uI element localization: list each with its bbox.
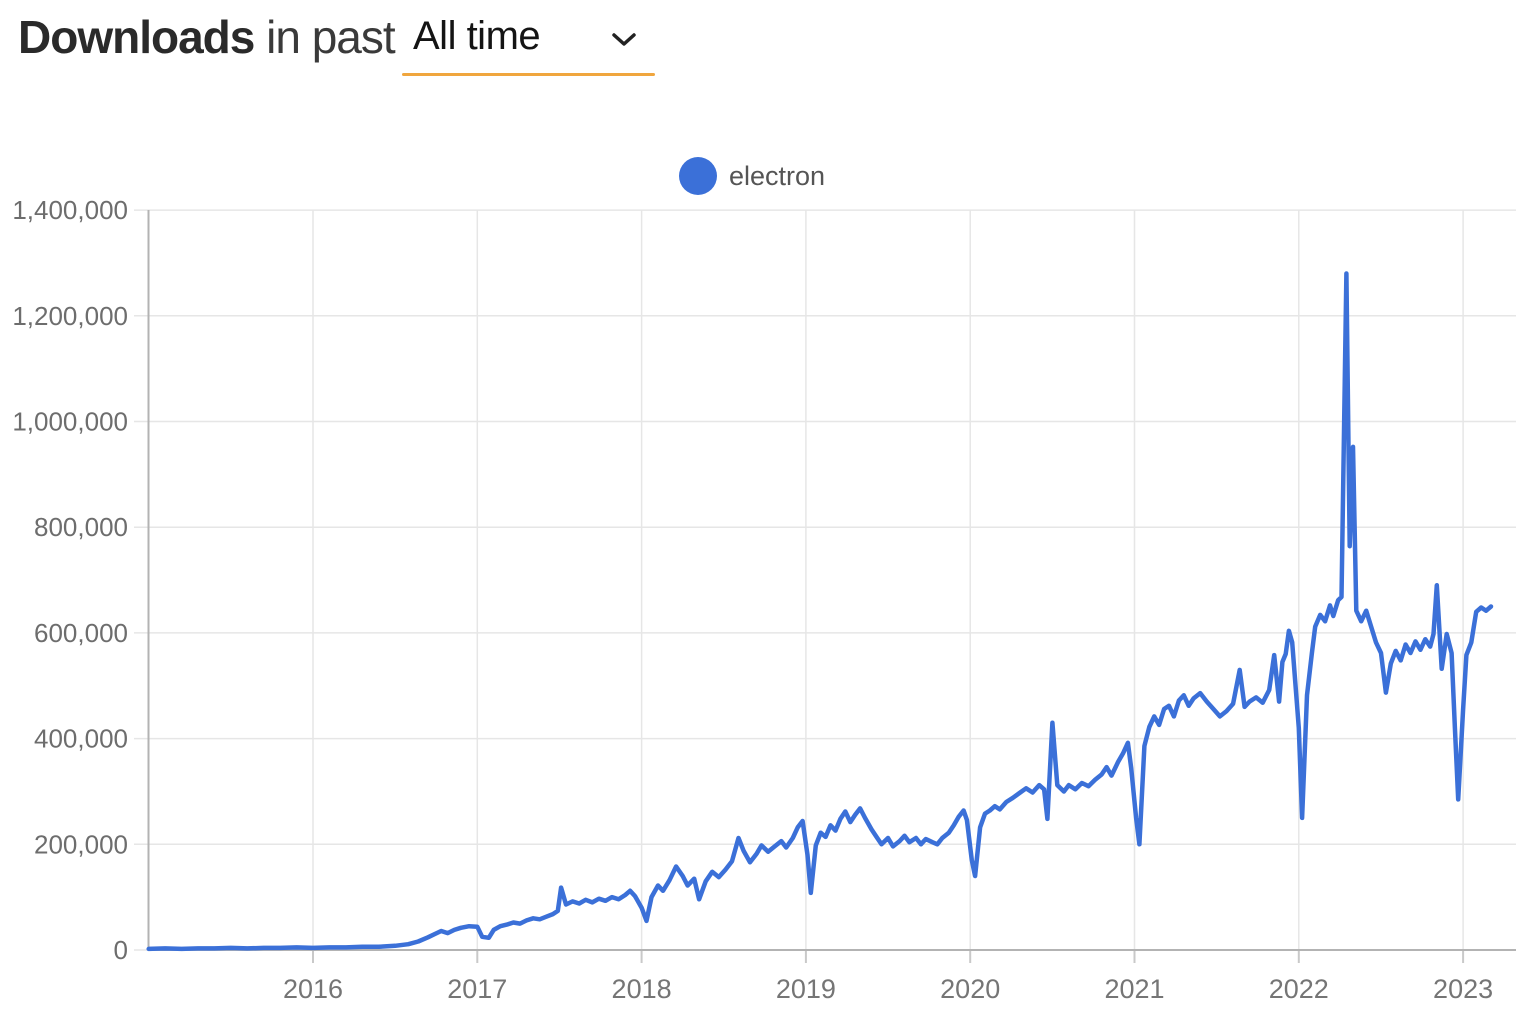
x-axis-tick-label: 2023 [1433,974,1493,1004]
y-axis-tick-label: 400,000 [34,724,128,754]
page-title: Downloads in past [18,10,396,64]
x-axis-tick-label: 2021 [1104,974,1164,1004]
chart-legend[interactable]: electron [679,155,825,197]
x-axis-tick-label: 2016 [283,974,343,1004]
x-axis-tick-label: 2018 [612,974,672,1004]
page-title-in-past: in past [254,11,396,63]
y-axis-tick-label: 600,000 [34,618,128,648]
y-axis-tick-label: 1,200,000 [12,301,128,331]
chevron-down-icon [611,32,637,53]
select-underline [402,73,655,76]
time-range-value: All time [413,14,541,58]
time-range-select[interactable]: All time [402,10,655,76]
y-axis-tick-label: 1,000,000 [12,407,128,437]
legend-dot-electron [679,157,717,195]
legend-label-electron: electron [729,160,826,191]
y-axis-tick-label: 0 [114,935,128,965]
y-axis-tick-label: 800,000 [34,512,128,542]
y-axis-tick-label: 200,000 [34,829,128,859]
x-axis-tick-label: 2022 [1269,974,1329,1004]
series-line-electron [146,271,1494,952]
x-axis-tick-label: 2020 [940,974,1000,1004]
x-axis-tick-label: 2017 [447,974,507,1004]
y-axis-tick-label: 1,400,000 [12,195,128,225]
page-title-downloads: Downloads [18,11,255,63]
x-axis-tick-label: 2019 [776,974,836,1004]
